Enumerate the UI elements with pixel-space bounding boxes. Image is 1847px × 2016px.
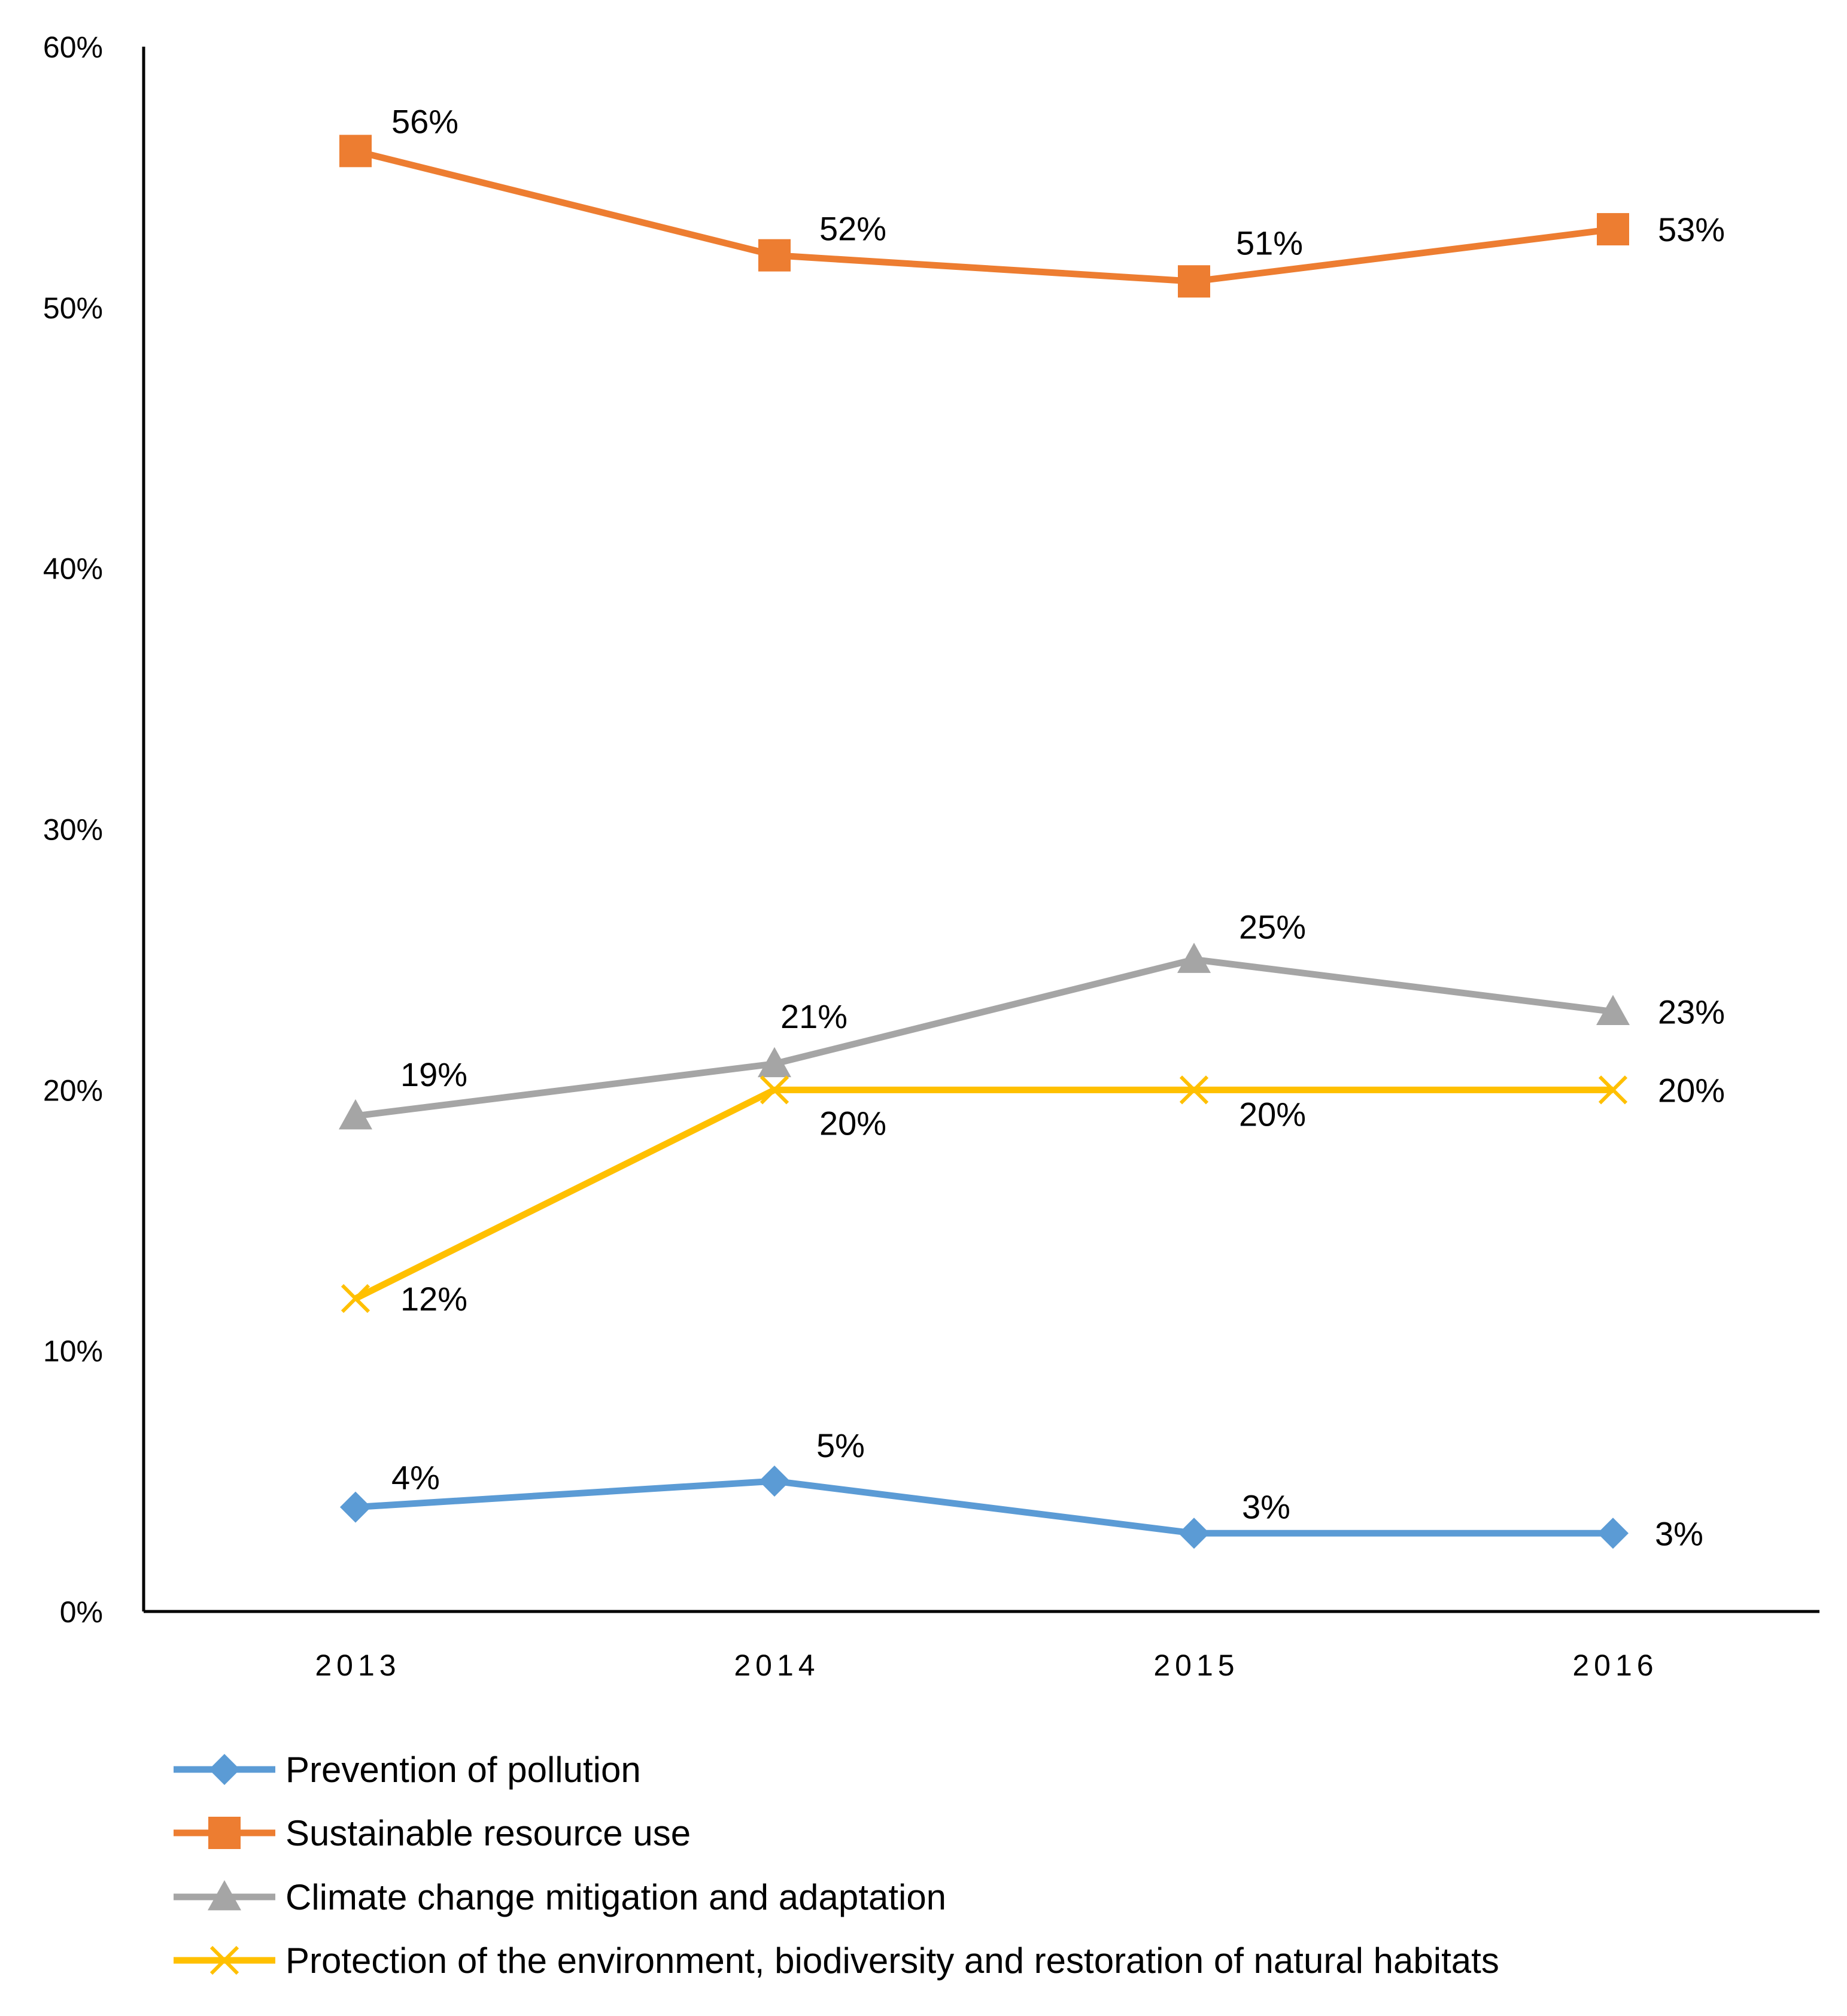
data-point-marker xyxy=(758,239,791,272)
y-tick-label: 50% xyxy=(43,291,103,325)
y-axis-ticks: 0% 10% 20% 30% 40% 50% 60% xyxy=(43,31,103,1629)
data-point-marker xyxy=(1178,1518,1210,1549)
legend-item: Sustainable resource use xyxy=(174,1813,691,1853)
data-label: 21% xyxy=(780,998,847,1035)
data-label: 51% xyxy=(1236,224,1303,261)
legend-label: Protection of the environment, biodivers… xyxy=(285,1941,1499,1981)
data-label: 53% xyxy=(1658,211,1725,248)
x-tick-label: 2014 xyxy=(734,1649,819,1682)
data-point-marker xyxy=(1597,1518,1629,1549)
data-label: 5% xyxy=(816,1427,865,1464)
data-label: 56% xyxy=(391,102,458,140)
data-labels: 4% 5% 3% 3% 56% 52% 51% 53% 19% 21% 25% 23% 12% 20% 20… xyxy=(391,102,1725,1552)
data-point-marker xyxy=(1597,213,1629,246)
y-tick-label: 60% xyxy=(43,31,103,64)
data-point-marker xyxy=(758,1047,791,1078)
x-axis-ticks: 2013 2014 2015 2016 xyxy=(315,1649,1658,1682)
data-point-marker xyxy=(340,1491,371,1523)
x-tick-label: 2015 xyxy=(1153,1649,1239,1682)
y-tick-label: 30% xyxy=(43,813,103,847)
data-label: 19% xyxy=(400,1056,467,1093)
legend-label: Prevention of pollution xyxy=(285,1750,641,1790)
series-layer xyxy=(339,135,1630,1549)
data-point-marker xyxy=(339,135,372,168)
x-tick-label: 2016 xyxy=(1572,1649,1658,1682)
legend-item: Prevention of pollution xyxy=(174,1750,641,1790)
data-point-marker xyxy=(341,1284,370,1313)
legend-label: Sustainable resource use xyxy=(285,1813,691,1853)
data-point-marker xyxy=(1178,265,1210,298)
data-point-marker xyxy=(1598,1075,1628,1105)
legend-marker xyxy=(208,1817,241,1849)
series-line-sustainable-resource-use xyxy=(354,147,1614,285)
legend-label: Climate change mitigation and adaptation xyxy=(285,1877,946,1917)
y-tick-label: 10% xyxy=(43,1334,103,1368)
data-point-marker xyxy=(1596,995,1630,1025)
y-tick-label: 40% xyxy=(43,552,103,586)
data-label: 12% xyxy=(400,1280,467,1318)
legend-marker xyxy=(209,1754,240,1785)
data-label: 3% xyxy=(1242,1488,1290,1525)
data-label: 52% xyxy=(819,210,886,248)
data-point-marker xyxy=(1179,1075,1209,1105)
data-label: 4% xyxy=(391,1459,440,1497)
data-point-marker xyxy=(759,1465,790,1497)
y-tick-label: 20% xyxy=(43,1074,103,1107)
data-label: 25% xyxy=(1239,908,1306,945)
data-point-marker xyxy=(760,1075,789,1105)
data-label: 3% xyxy=(1655,1515,1703,1552)
legend-item: Protection of the environment, biodivers… xyxy=(174,1941,1499,1981)
data-point-marker xyxy=(1177,942,1211,973)
legend-marker xyxy=(209,1945,239,1975)
series-line-prevention-of-pollution xyxy=(355,1477,1613,1537)
legend-marker xyxy=(208,1880,241,1911)
legend-item: Climate change mitigation and adaptation xyxy=(174,1877,946,1917)
series-line-climate-change-mitigation-and- xyxy=(355,956,1614,1120)
data-label: 20% xyxy=(1658,1071,1725,1109)
data-point-marker xyxy=(339,1099,372,1130)
data-label: 23% xyxy=(1658,993,1725,1031)
data-label: 20% xyxy=(819,1104,886,1142)
data-label: 20% xyxy=(1239,1095,1306,1133)
y-tick-label: 0% xyxy=(60,1595,103,1629)
series-line-protection-of-the-environment- xyxy=(354,1086,1613,1302)
x-tick-label: 2013 xyxy=(315,1649,400,1682)
legend: Prevention of pollution Sustainable resou… xyxy=(174,1750,1499,1981)
